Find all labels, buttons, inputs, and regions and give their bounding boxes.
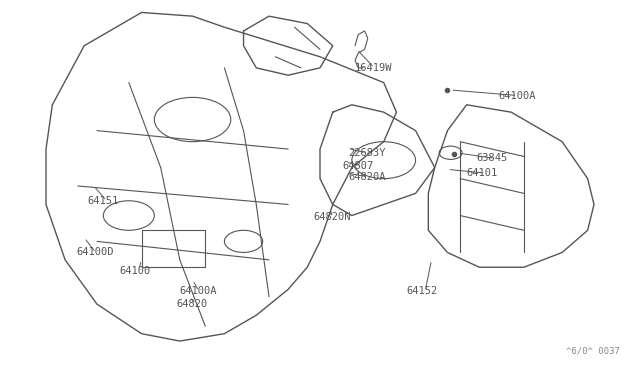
Text: 22683Y: 22683Y [349, 148, 386, 158]
Text: 64100: 64100 [119, 266, 150, 276]
Text: 16419W: 16419W [355, 63, 392, 73]
Text: 64100A: 64100A [180, 286, 218, 296]
Text: 64820N: 64820N [314, 212, 351, 222]
Text: 64101: 64101 [467, 168, 498, 178]
Text: 64100D: 64100D [77, 247, 114, 257]
Text: 64807: 64807 [342, 161, 374, 171]
Text: 64152: 64152 [406, 286, 437, 296]
Text: 63845: 63845 [476, 153, 508, 163]
Text: 64151: 64151 [88, 196, 118, 206]
Text: 64820: 64820 [177, 299, 208, 309]
Text: ^6/0^ 0037: ^6/0^ 0037 [566, 347, 620, 356]
Text: 64100A: 64100A [499, 90, 536, 100]
Text: 64820A: 64820A [349, 172, 386, 182]
